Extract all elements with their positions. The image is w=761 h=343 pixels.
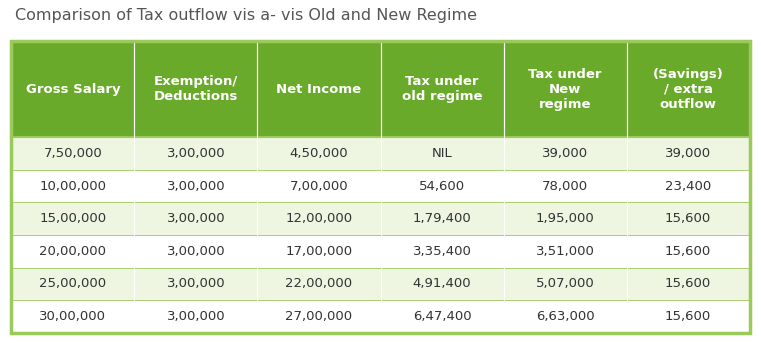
Text: Tax under
New
regime: Tax under New regime — [528, 68, 602, 111]
Bar — [626, 41, 750, 138]
Bar — [135, 170, 257, 202]
Text: Gross Salary: Gross Salary — [26, 83, 120, 96]
Bar — [504, 268, 626, 300]
Bar — [504, 235, 626, 268]
Bar — [504, 300, 626, 333]
Text: 39,000: 39,000 — [665, 147, 711, 160]
Text: 15,600: 15,600 — [665, 212, 712, 225]
Text: 6,47,400: 6,47,400 — [412, 310, 471, 323]
Text: 54,600: 54,600 — [419, 180, 465, 193]
Text: 3,00,000: 3,00,000 — [167, 277, 225, 291]
Bar — [504, 170, 626, 202]
Text: 6,63,000: 6,63,000 — [536, 310, 594, 323]
Text: 3,00,000: 3,00,000 — [167, 212, 225, 225]
Bar — [380, 138, 504, 170]
Bar — [11, 170, 135, 202]
Bar — [257, 170, 380, 202]
Text: Exemption/
Deductions: Exemption/ Deductions — [154, 75, 238, 103]
Bar — [257, 138, 380, 170]
Text: 15,00,000: 15,00,000 — [40, 212, 107, 225]
Bar — [11, 138, 135, 170]
Text: 1,95,000: 1,95,000 — [536, 212, 594, 225]
Text: 4,50,000: 4,50,000 — [290, 147, 349, 160]
Text: (Savings)
/ extra
outflow: (Savings) / extra outflow — [653, 68, 724, 111]
Bar — [504, 41, 626, 138]
Bar — [11, 41, 135, 138]
Text: 27,00,000: 27,00,000 — [285, 310, 352, 323]
Text: 17,00,000: 17,00,000 — [285, 245, 352, 258]
Text: 78,000: 78,000 — [542, 180, 588, 193]
Text: 15,600: 15,600 — [665, 277, 712, 291]
Bar — [11, 202, 135, 235]
Bar — [626, 268, 750, 300]
Text: NIL: NIL — [431, 147, 452, 160]
Text: 25,00,000: 25,00,000 — [40, 277, 107, 291]
Text: 39,000: 39,000 — [542, 147, 588, 160]
Bar — [257, 235, 380, 268]
Text: Comparison of Tax outflow vis a- vis Old and New Regime: Comparison of Tax outflow vis a- vis Old… — [15, 8, 477, 23]
Bar — [504, 138, 626, 170]
Text: Net Income: Net Income — [276, 83, 361, 96]
Bar — [11, 268, 135, 300]
Bar — [11, 235, 135, 268]
Bar — [135, 41, 257, 138]
Text: 3,00,000: 3,00,000 — [167, 245, 225, 258]
Bar — [257, 300, 380, 333]
Text: 15,600: 15,600 — [665, 245, 712, 258]
Bar — [504, 202, 626, 235]
Text: 1,79,400: 1,79,400 — [412, 212, 471, 225]
Bar — [626, 235, 750, 268]
Bar — [380, 235, 504, 268]
Text: 4,91,400: 4,91,400 — [412, 277, 471, 291]
Text: 3,35,400: 3,35,400 — [412, 245, 472, 258]
Text: 7,00,000: 7,00,000 — [290, 180, 349, 193]
Bar — [135, 268, 257, 300]
Text: 10,00,000: 10,00,000 — [40, 180, 107, 193]
Bar — [257, 41, 380, 138]
Bar — [626, 202, 750, 235]
Bar — [11, 41, 750, 333]
Bar — [135, 138, 257, 170]
Bar — [135, 235, 257, 268]
Bar — [135, 300, 257, 333]
Bar — [135, 202, 257, 235]
Text: 3,00,000: 3,00,000 — [167, 310, 225, 323]
Text: 3,00,000: 3,00,000 — [167, 147, 225, 160]
Text: 30,00,000: 30,00,000 — [40, 310, 107, 323]
Text: 7,50,000: 7,50,000 — [43, 147, 102, 160]
Text: 12,00,000: 12,00,000 — [285, 212, 352, 225]
Bar — [380, 170, 504, 202]
Bar — [626, 300, 750, 333]
Text: 15,600: 15,600 — [665, 310, 712, 323]
Text: 5,07,000: 5,07,000 — [536, 277, 594, 291]
Text: 22,00,000: 22,00,000 — [285, 277, 352, 291]
Bar — [257, 268, 380, 300]
Text: 3,00,000: 3,00,000 — [167, 180, 225, 193]
Text: 23,400: 23,400 — [665, 180, 712, 193]
Text: 20,00,000: 20,00,000 — [40, 245, 107, 258]
Text: Tax under
old regime: Tax under old regime — [402, 75, 482, 103]
Bar — [257, 202, 380, 235]
Text: 3,51,000: 3,51,000 — [536, 245, 594, 258]
Bar — [11, 300, 135, 333]
Bar — [380, 202, 504, 235]
Bar — [380, 300, 504, 333]
Bar — [626, 170, 750, 202]
Bar — [626, 138, 750, 170]
Bar — [380, 268, 504, 300]
Bar — [380, 41, 504, 138]
